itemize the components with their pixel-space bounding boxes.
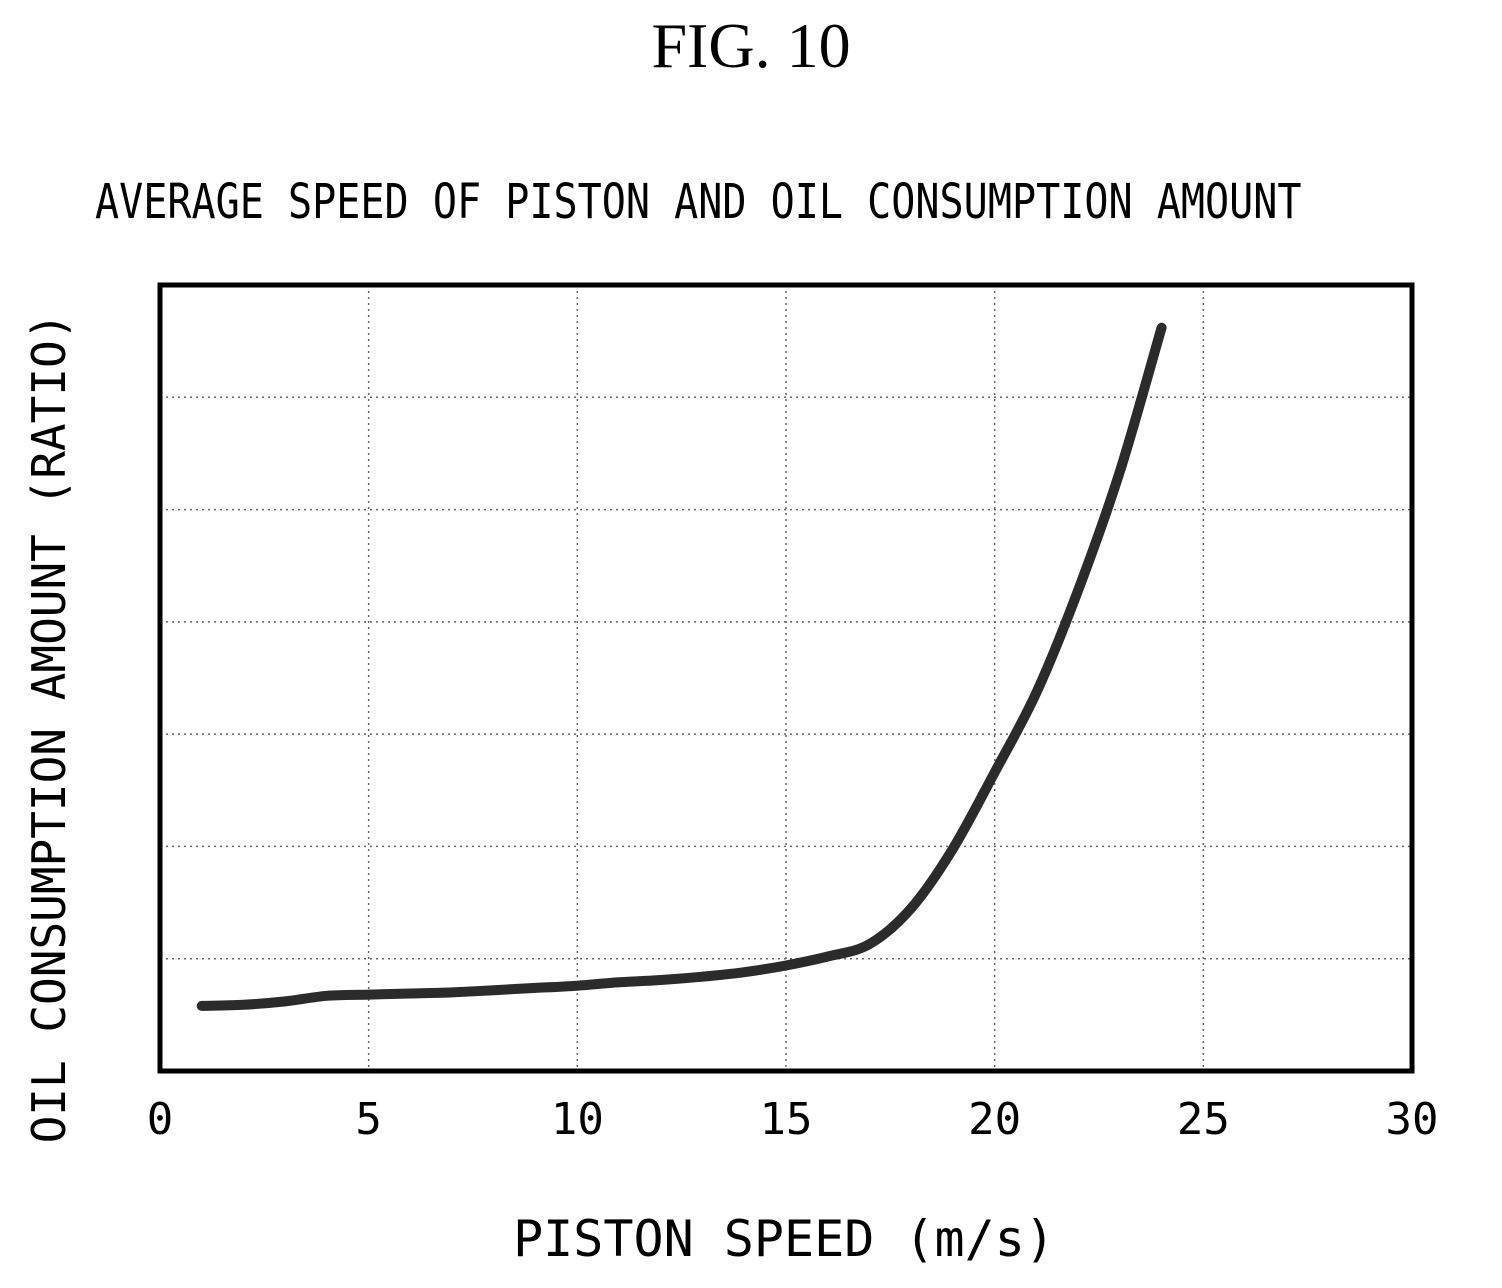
- grid: [160, 285, 1412, 1071]
- chart-title: AVERAGE SPEED OF PISTON AND OIL CONSUMPT…: [95, 174, 1302, 230]
- x-tick-label: 10: [551, 1094, 604, 1145]
- x-tick-label: 30: [1386, 1094, 1439, 1145]
- x-tick-label: 15: [760, 1094, 813, 1145]
- y-axis-label: OIL CONSUMPTION AMOUNT (RATIO): [22, 312, 76, 1144]
- x-tick-labels: 0 5 10 15 20 25 30: [147, 1094, 1439, 1145]
- oil-consumption-curve: [196, 322, 1167, 1011]
- x-tick-label: 20: [968, 1094, 1021, 1145]
- plot-frame: [157, 282, 1415, 1074]
- x-tick-label: 5: [355, 1094, 382, 1145]
- x-tick-label: 25: [1177, 1094, 1230, 1145]
- figure-label: FIG. 10: [651, 10, 851, 81]
- x-axis-label: PISTON SPEED (m/s): [513, 1210, 1055, 1268]
- x-tick-label: 0: [147, 1094, 174, 1145]
